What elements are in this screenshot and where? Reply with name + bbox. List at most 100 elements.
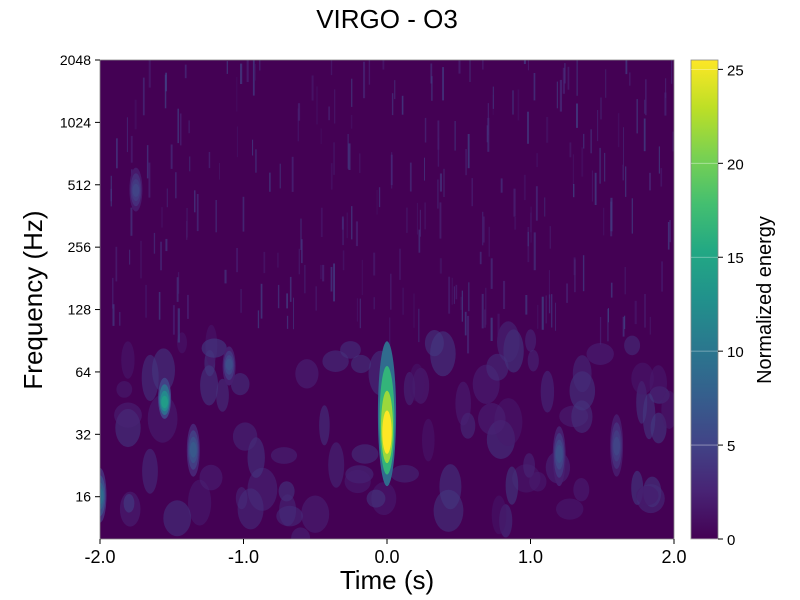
texture-streak (161, 207, 163, 228)
texture-streak (431, 76, 433, 101)
texture-blob (649, 365, 667, 402)
texture-streak (351, 206, 353, 240)
texture-streak (215, 200, 217, 233)
texture-blob (433, 489, 464, 532)
x-tick-label: -2.0 (84, 547, 115, 567)
texture-blob (390, 465, 419, 483)
texture-streak (259, 60, 261, 71)
texture-blob (636, 485, 659, 506)
texture-streak (555, 302, 556, 331)
colorbar-tick-label: 25 (727, 62, 744, 79)
texture-streak (461, 290, 463, 322)
texture-streak (625, 166, 627, 197)
texture-streak (146, 145, 149, 179)
texture-streak (537, 304, 539, 329)
texture-streak (597, 110, 599, 142)
texture-streak (333, 142, 335, 175)
texture-streak (513, 188, 516, 217)
texture-blob (199, 464, 223, 491)
texture-streak (170, 144, 173, 169)
texture-streak (636, 99, 638, 134)
texture-streak (401, 95, 404, 115)
texture-streak (482, 211, 484, 246)
texture-streak (418, 308, 420, 343)
texture-streak (176, 277, 179, 302)
texture-streak (624, 267, 626, 295)
texture-blob (661, 390, 674, 429)
texture-streak (148, 162, 151, 198)
texture-blob (486, 353, 509, 381)
texture-streak (130, 207, 133, 236)
texture-streak (667, 222, 670, 250)
texture-streak (359, 298, 361, 329)
texture-streak (242, 196, 245, 232)
texture-streak (599, 147, 601, 184)
texture-streak (556, 81, 558, 109)
x-axis-label: Time (s) (340, 565, 434, 595)
texture-streak (624, 315, 626, 330)
texture-streak (533, 232, 536, 271)
texture-streak (416, 202, 418, 235)
texture-streak (644, 99, 646, 114)
texture-streak (523, 60, 526, 64)
texture-streak (517, 89, 520, 121)
chart-title: VIRGO - O3 (316, 4, 458, 34)
texture-streak (451, 277, 453, 305)
texture-streak (594, 172, 597, 205)
texture-streak (390, 273, 392, 310)
texture-streak (622, 316, 625, 337)
texture-streak (572, 154, 574, 185)
texture-streak (252, 139, 254, 156)
texture-streak (671, 60, 673, 84)
texture-streak (279, 163, 281, 189)
texture-streak (460, 296, 463, 310)
texture-streak (442, 67, 444, 101)
texture-streak (115, 246, 118, 282)
colorbar-tick-label: 10 (727, 344, 744, 361)
texture-blob (351, 444, 379, 464)
texture-streak (399, 248, 401, 280)
texture-streak (320, 128, 322, 145)
texture-streak (643, 118, 646, 152)
texture-blob (573, 478, 590, 502)
texture-streak (409, 162, 412, 192)
texture-blob (491, 495, 507, 535)
texture-streak (448, 276, 451, 314)
texture-streak (315, 286, 317, 311)
texture-streak (389, 317, 391, 350)
texture-blob (572, 355, 592, 393)
texture-streak (172, 305, 175, 335)
texture-streak (458, 60, 461, 74)
heatmap-feature (610, 414, 624, 477)
feature-layer (132, 183, 140, 197)
feature-layer (613, 436, 620, 456)
texture-streak (188, 120, 190, 134)
texture-blob (295, 359, 319, 389)
texture-streak (320, 207, 323, 237)
colorbar-tick-label: 0 (727, 532, 735, 549)
texture-streak (523, 174, 526, 201)
x-tick-label: 0.0 (374, 547, 399, 567)
texture-streak (406, 207, 408, 233)
texture-streak (488, 226, 490, 257)
heatmap-feature (377, 341, 397, 487)
texture-blob (142, 448, 158, 494)
texture-blob (455, 381, 472, 426)
texture-streak (512, 90, 514, 115)
heatmap-feature (222, 346, 236, 386)
texture-streak (376, 189, 378, 215)
texture-streak (347, 134, 349, 169)
texture-blob (121, 341, 135, 379)
texture-streak (418, 229, 421, 253)
texture-streak (346, 212, 348, 239)
texture-streak (599, 317, 602, 345)
texture-streak (350, 115, 353, 129)
heatmap-feature (129, 167, 143, 212)
texture-blob (291, 527, 311, 539)
texture-streak (116, 138, 118, 169)
texture-streak (482, 216, 485, 243)
texture-streak (186, 220, 188, 240)
texture-blob (631, 362, 654, 395)
texture-streak (368, 60, 371, 85)
texture-blob (319, 405, 330, 446)
